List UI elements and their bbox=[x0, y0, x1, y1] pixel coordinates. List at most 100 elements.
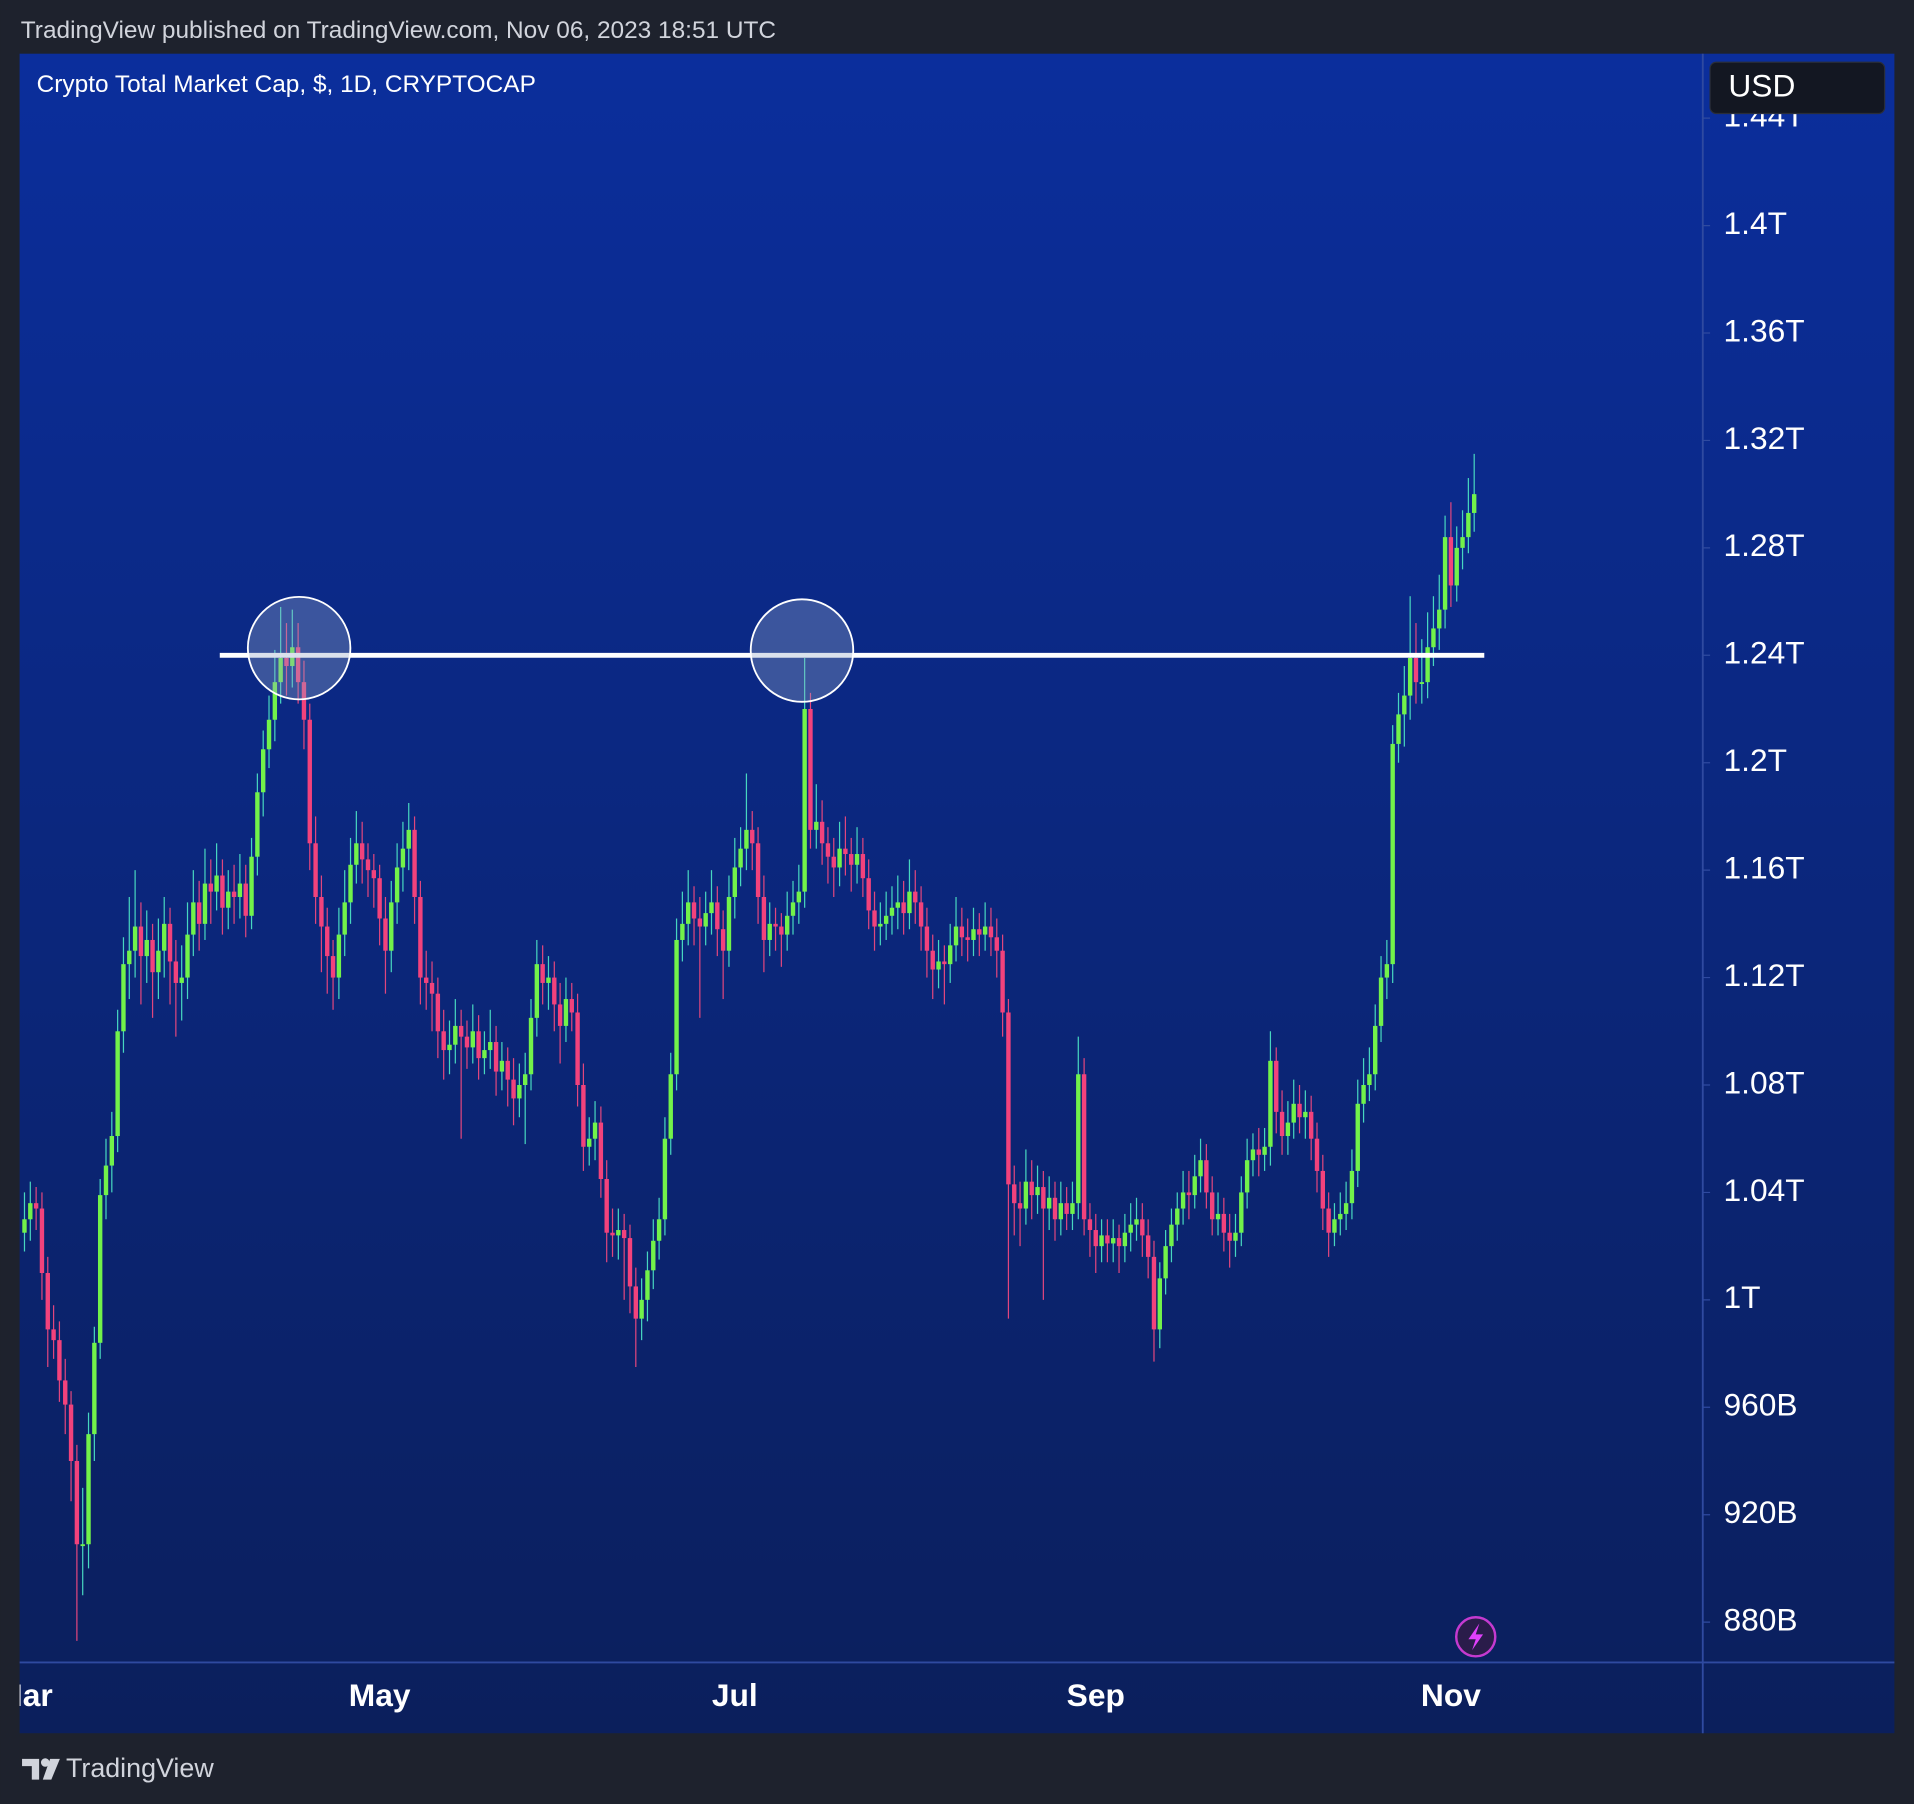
candle-body bbox=[924, 926, 930, 951]
candle-body bbox=[464, 1036, 470, 1048]
candle-body bbox=[895, 902, 900, 908]
candle-body bbox=[977, 929, 982, 935]
candle-body bbox=[1180, 1192, 1186, 1209]
candle-body bbox=[359, 843, 365, 860]
highlight-circle bbox=[749, 598, 855, 703]
candle-body bbox=[1332, 1219, 1337, 1233]
candle-body bbox=[92, 1342, 97, 1435]
candle-body bbox=[144, 939, 149, 957]
candle-body bbox=[802, 709, 807, 892]
candle-body bbox=[750, 829, 755, 844]
candle-body bbox=[674, 939, 679, 1075]
candle-body bbox=[1367, 1074, 1372, 1085]
lightning-icon[interactable] bbox=[1454, 1616, 1497, 1658]
candle-body bbox=[1349, 1170, 1355, 1204]
candle-body bbox=[616, 1230, 621, 1236]
candle-body bbox=[557, 1004, 563, 1026]
candle-body bbox=[1437, 609, 1442, 629]
candle-body bbox=[97, 1195, 103, 1343]
candle-body bbox=[196, 902, 202, 924]
candle-body bbox=[1268, 1060, 1273, 1147]
candle-body bbox=[1023, 1181, 1029, 1209]
candle-body bbox=[1017, 1203, 1023, 1209]
candle-body bbox=[1396, 714, 1401, 744]
candle-body bbox=[982, 926, 988, 935]
candle-body bbox=[1320, 1170, 1326, 1209]
candle-body bbox=[330, 956, 336, 978]
candle-body bbox=[167, 923, 173, 962]
candle-body bbox=[971, 929, 976, 940]
candle-body bbox=[837, 848, 842, 868]
candle-body bbox=[1285, 1122, 1291, 1137]
candle-body bbox=[1058, 1203, 1064, 1220]
currency-button[interactable] bbox=[1709, 61, 1886, 115]
candle-body bbox=[22, 1219, 27, 1233]
candle-body bbox=[1122, 1232, 1128, 1247]
candle-body bbox=[948, 945, 953, 965]
footer-brand: TradingView bbox=[66, 1753, 214, 1783]
candle-body bbox=[942, 961, 947, 965]
candle-body bbox=[1361, 1084, 1366, 1104]
candle-body bbox=[406, 829, 411, 849]
y-tick-label: 960B bbox=[1724, 1387, 1798, 1423]
candle-body bbox=[581, 1084, 586, 1147]
candle-body bbox=[231, 891, 237, 898]
candle-body bbox=[889, 907, 895, 916]
candle-body bbox=[255, 792, 260, 857]
candle-body bbox=[132, 926, 138, 951]
candle-body bbox=[1373, 1025, 1378, 1075]
candle-body bbox=[534, 964, 540, 1018]
candle-body bbox=[825, 843, 831, 857]
candle-body bbox=[1233, 1232, 1238, 1241]
candle-body bbox=[354, 843, 359, 865]
candle-body bbox=[1274, 1060, 1279, 1112]
candle-body bbox=[28, 1203, 33, 1220]
candle-body bbox=[1454, 547, 1459, 586]
candle-body bbox=[511, 1079, 516, 1099]
candle-body bbox=[808, 709, 813, 830]
candle-body bbox=[1291, 1103, 1296, 1123]
y-tick-label: 1.08T bbox=[1724, 1064, 1805, 1100]
candle-body bbox=[453, 1025, 458, 1045]
candle-body bbox=[540, 964, 545, 983]
candle-body bbox=[854, 854, 860, 865]
candle-body bbox=[57, 1340, 62, 1381]
y-tick-label: 1.28T bbox=[1724, 527, 1805, 563]
candle-body bbox=[482, 1050, 487, 1059]
candle-body bbox=[1046, 1197, 1052, 1209]
candle-body bbox=[389, 902, 394, 951]
candle-body bbox=[1134, 1219, 1139, 1225]
candle-body bbox=[127, 950, 132, 965]
candle-body bbox=[394, 867, 400, 903]
candle-body bbox=[1163, 1246, 1168, 1279]
y-tick-label: 1.4T bbox=[1724, 205, 1787, 241]
candle-body bbox=[150, 939, 155, 973]
candle-body bbox=[563, 999, 569, 1026]
candle-body bbox=[1204, 1160, 1209, 1193]
candle-body bbox=[1012, 1184, 1017, 1204]
candle-body bbox=[220, 875, 225, 908]
candle-body bbox=[424, 977, 429, 983]
y-tick-label: 1.24T bbox=[1724, 635, 1805, 671]
candle-body bbox=[627, 1238, 633, 1287]
candle-body bbox=[528, 1017, 534, 1075]
y-tick-label: 920B bbox=[1724, 1494, 1798, 1530]
candle-body bbox=[866, 878, 871, 911]
candle-body bbox=[965, 937, 970, 940]
candle-body bbox=[156, 950, 161, 973]
candle-body bbox=[243, 883, 248, 916]
candle-body bbox=[418, 897, 423, 978]
candle-body bbox=[715, 902, 720, 930]
candle-body bbox=[121, 964, 126, 1032]
candle-body bbox=[1221, 1213, 1227, 1233]
x-tick-label: May bbox=[349, 1677, 411, 1713]
currency-label[interactable]: USD bbox=[1728, 67, 1795, 103]
candle-body bbox=[1407, 657, 1413, 696]
candle-body bbox=[1338, 1213, 1343, 1220]
candle-body bbox=[656, 1219, 662, 1241]
candle-body bbox=[400, 848, 406, 868]
candle-body bbox=[773, 923, 778, 927]
candle-body bbox=[1384, 964, 1390, 978]
candle-body bbox=[720, 929, 726, 951]
candle-body bbox=[1186, 1192, 1192, 1196]
